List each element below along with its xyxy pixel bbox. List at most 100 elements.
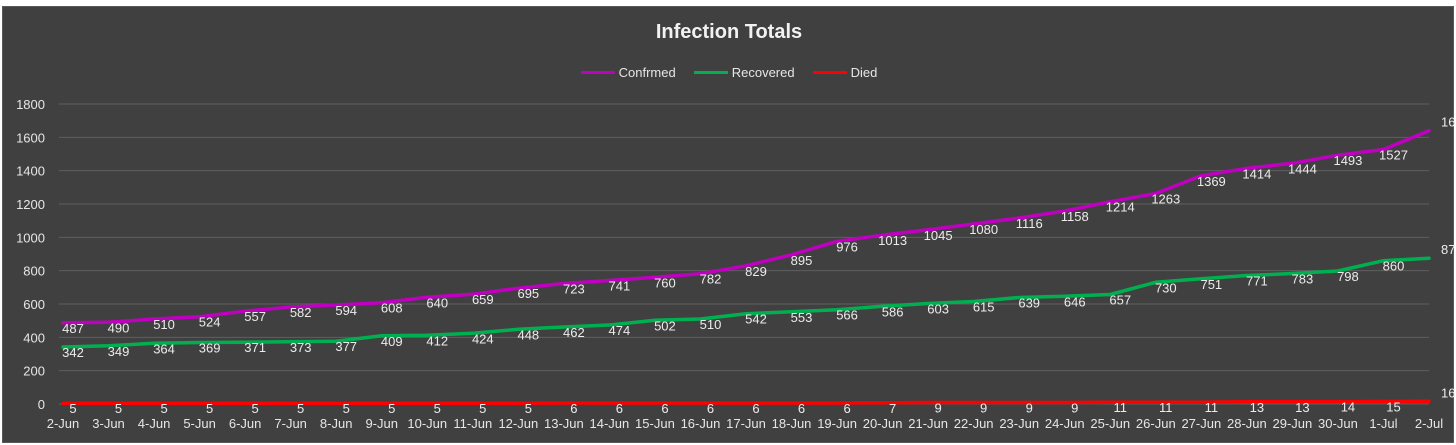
x-tick-label: 29-Jun xyxy=(1273,416,1313,431)
data-label-confrmed: 487 xyxy=(62,321,84,336)
legend-swatch xyxy=(693,71,728,74)
data-label-died: 6 xyxy=(661,401,668,416)
data-label-died: 13 xyxy=(1250,400,1264,415)
data-label-recovered: 373 xyxy=(290,340,312,355)
data-label-died: 5 xyxy=(525,401,532,416)
series-line-confrmed xyxy=(61,128,1431,325)
data-label-confrmed: 1369 xyxy=(1197,174,1226,189)
data-label-recovered: 369 xyxy=(199,341,221,356)
data-label-confrmed: 1493 xyxy=(1333,153,1362,168)
data-label-died: 14 xyxy=(1341,400,1355,415)
data-label-died: 5 xyxy=(69,401,76,416)
data-label-recovered: 771 xyxy=(1246,274,1268,289)
data-label-died: 13 xyxy=(1295,400,1309,415)
y-tick-label: 1400 xyxy=(16,164,45,179)
data-label-recovered: 798 xyxy=(1337,269,1359,284)
legend-item-recovered[interactable]: Recovered xyxy=(693,65,795,80)
data-label-died: 5 xyxy=(206,401,213,416)
data-label-died: 15 xyxy=(1386,400,1400,415)
data-label-died: 9 xyxy=(1071,401,1078,416)
data-label-died: 7 xyxy=(889,401,896,416)
data-label-died: 5 xyxy=(479,401,486,416)
data-label-died: 5 xyxy=(434,401,441,416)
x-tick-label: 8-Jun xyxy=(320,416,353,431)
data-label-confrmed: 608 xyxy=(381,301,403,316)
x-tick-label: 18-Jun xyxy=(772,416,812,431)
data-label-confrmed: 895 xyxy=(791,253,813,268)
x-tick-label: 20-Jun xyxy=(863,416,903,431)
data-label-confrmed: 782 xyxy=(700,272,722,287)
chart-title: Infection Totals xyxy=(655,21,803,43)
x-tick-label: 26-Jun xyxy=(1136,416,1176,431)
data-label-recovered: 603 xyxy=(927,302,949,317)
data-label-died: 5 xyxy=(388,401,395,416)
y-tick-label: 0 xyxy=(38,397,45,412)
data-label-confrmed: 695 xyxy=(517,286,539,301)
x-tick-label: 5-Jun xyxy=(183,416,216,431)
data-label-confrmed: 760 xyxy=(654,275,676,290)
data-label-recovered: 657 xyxy=(1109,293,1131,308)
data-label-died: 6 xyxy=(570,401,577,416)
y-tick-label: 600 xyxy=(23,297,45,312)
data-label-confrmed: 976 xyxy=(836,239,858,254)
data-label-recovered: 462 xyxy=(563,325,585,340)
data-label-confrmed: 640 xyxy=(426,295,448,310)
data-label-died: 9 xyxy=(935,401,942,416)
data-label-recovered: 364 xyxy=(153,341,175,356)
x-tick-label: 1-Jul xyxy=(1369,416,1397,431)
data-label-recovered: 448 xyxy=(517,327,539,342)
x-tick-label: 27-Jun xyxy=(1181,416,1221,431)
y-tick-label: 1800 xyxy=(16,97,45,112)
x-tick-label: 7-Jun xyxy=(274,416,307,431)
data-label-recovered: 510 xyxy=(700,317,722,332)
legend-item-died[interactable]: Died xyxy=(812,65,878,80)
x-tick-label: 23-Jun xyxy=(999,416,1039,431)
data-label-recovered: 586 xyxy=(882,304,904,319)
data-label-confrmed: 741 xyxy=(609,279,631,294)
x-tick-label: 30-Jun xyxy=(1318,416,1358,431)
data-label-confrmed: 524 xyxy=(199,315,221,330)
x-tick-label: 2-Jun xyxy=(47,416,80,431)
data-label-confrmed: 510 xyxy=(153,317,175,332)
data-label-died: 9 xyxy=(1026,401,1033,416)
data-label-recovered: 342 xyxy=(62,345,84,360)
data-label-recovered: 646 xyxy=(1064,294,1086,309)
data-label-died: 5 xyxy=(297,401,304,416)
data-label-recovered: 730 xyxy=(1155,280,1177,295)
x-tick-label: 19-Jun xyxy=(817,416,857,431)
legend-label: Died xyxy=(850,65,878,80)
data-label-confrmed: 829 xyxy=(745,264,767,279)
data-label-confrmed: 1263 xyxy=(1151,192,1180,207)
data-label-confrmed: 1158 xyxy=(1061,209,1089,224)
x-tick-label: 2-Jul xyxy=(1415,416,1443,431)
x-tick-label: 14-Jun xyxy=(590,416,630,431)
data-label-recovered: 860 xyxy=(1383,259,1405,274)
x-tick-label: 22-Jun xyxy=(954,416,994,431)
data-label-died: 16 xyxy=(1441,385,1455,400)
data-label-died: 5 xyxy=(343,401,350,416)
data-label-recovered: 639 xyxy=(1018,296,1040,311)
data-label-died: 11 xyxy=(1205,400,1219,415)
x-tick-label: 21-Jun xyxy=(908,416,948,431)
data-label-recovered: 566 xyxy=(836,308,858,323)
data-label-confrmed: 1444 xyxy=(1288,161,1317,176)
x-tick-label: 28-Jun xyxy=(1227,416,1267,431)
data-label-confrmed: 1414 xyxy=(1242,166,1271,181)
series-line-recovered xyxy=(61,256,1431,349)
chart-area[interactable]: Infection Totals Confrmed Recovered Died 0… xyxy=(2,6,1455,443)
data-label-recovered: 783 xyxy=(1292,272,1314,287)
data-label-died: 9 xyxy=(980,401,987,416)
legend[interactable]: Confrmed Recovered Died xyxy=(3,65,1455,80)
legend-swatch xyxy=(812,71,847,74)
data-label-confrmed: 1116 xyxy=(1016,216,1043,231)
legend-item-confrmed[interactable]: Confrmed xyxy=(580,65,676,80)
data-label-died: 5 xyxy=(252,401,259,416)
x-tick-label: 17-Jun xyxy=(726,416,766,431)
data-label-died: 5 xyxy=(115,401,122,416)
data-label-confrmed: 594 xyxy=(335,303,357,318)
data-label-confrmed: 557 xyxy=(244,309,266,324)
data-label-recovered: 409 xyxy=(381,334,403,349)
data-label-recovered: 875 xyxy=(1441,242,1455,257)
x-tick-label: 4-Jun xyxy=(138,416,171,431)
